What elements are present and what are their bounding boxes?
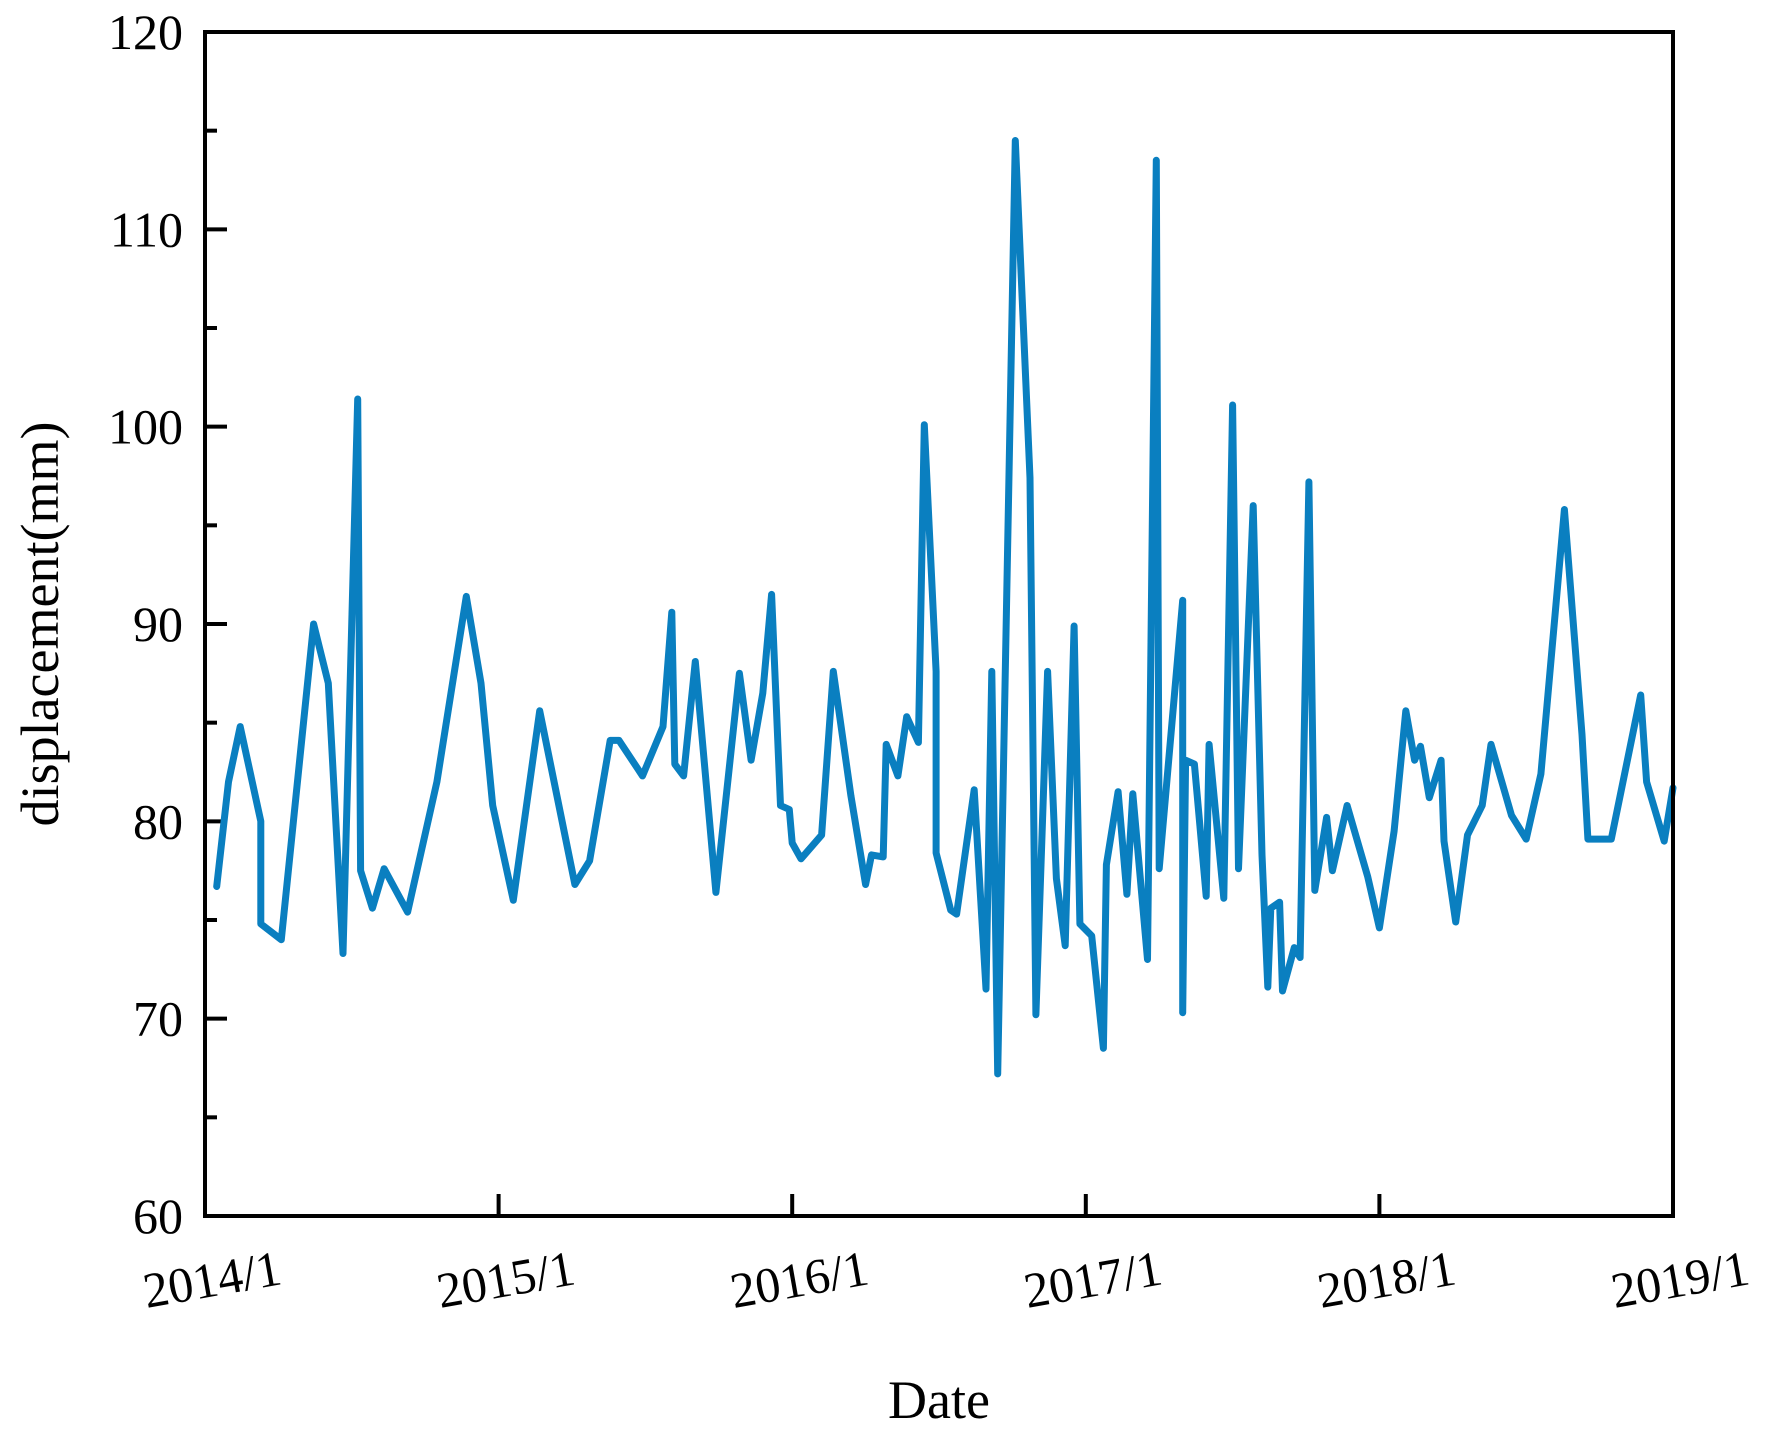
y-tick-label: 80	[133, 793, 183, 849]
x-tick-label: 2018/1	[1313, 1240, 1460, 1319]
x-tick-label: 2014/1	[139, 1240, 286, 1319]
x-tick-label: 2016/1	[726, 1240, 873, 1319]
y-axis-tick-labels: 60 70 80 90 100 110 120	[108, 4, 183, 1244]
x-axis-tick-labels: 2014/1 2015/1 2016/1 2017/1 2018/1 2019/1	[139, 1240, 1754, 1319]
y-axis-ticks	[205, 30, 227, 1218]
x-tick-label: 2019/1	[1607, 1240, 1754, 1319]
y-tick-label: 100	[108, 399, 183, 455]
y-axis-title: displacement(mm)	[10, 422, 70, 827]
x-axis-title: Date	[888, 1370, 990, 1430]
y-tick-label: 110	[110, 201, 183, 257]
y-tick-label: 90	[133, 596, 183, 652]
y-tick-label: 70	[133, 991, 183, 1047]
x-tick-label: 2015/1	[432, 1240, 579, 1319]
y-tick-label: 60	[133, 1188, 183, 1244]
x-tick-label: 2017/1	[1020, 1240, 1167, 1319]
plot-area-frame	[203, 30, 1675, 1218]
y-tick-label: 120	[108, 4, 183, 60]
displacement-series-line	[213, 137, 1677, 1078]
x-axis-ticks	[203, 1194, 1675, 1216]
